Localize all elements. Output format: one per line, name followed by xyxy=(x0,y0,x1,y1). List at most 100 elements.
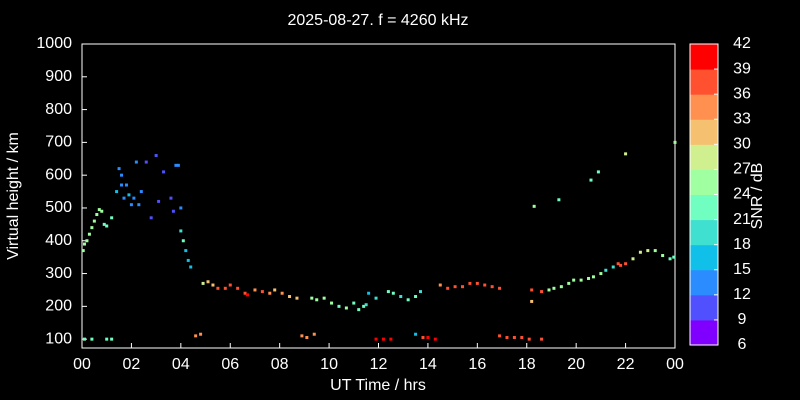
point xyxy=(344,306,348,310)
colorbar-tick-label: 15 xyxy=(733,261,751,278)
point xyxy=(171,209,175,213)
point xyxy=(174,163,178,167)
y-tick-label: 600 xyxy=(45,166,72,183)
point xyxy=(475,281,479,285)
point xyxy=(211,283,215,287)
point xyxy=(295,296,299,300)
point xyxy=(122,196,126,200)
x-tick-label: 02 xyxy=(123,356,141,373)
point xyxy=(505,336,509,340)
point xyxy=(223,286,227,290)
colorbar-block xyxy=(690,294,718,321)
point xyxy=(162,170,166,174)
point xyxy=(82,337,86,341)
colorbar-block xyxy=(690,319,718,346)
colorbar-tick-label: 36 xyxy=(733,85,751,102)
point xyxy=(468,281,472,285)
point xyxy=(364,303,368,307)
point xyxy=(273,288,277,292)
y-tick-label: 400 xyxy=(45,232,72,249)
colorbar-tick-label: 33 xyxy=(733,110,751,127)
y-tick-label: 200 xyxy=(45,298,72,315)
point xyxy=(117,167,121,171)
point xyxy=(87,232,91,236)
y-axis-label: Virtual height / km xyxy=(5,132,22,260)
point xyxy=(386,290,390,294)
colorbar-tick-label: 9 xyxy=(738,311,747,328)
point xyxy=(105,337,109,341)
point xyxy=(120,183,124,187)
point xyxy=(357,308,361,312)
point xyxy=(668,257,672,261)
point xyxy=(381,337,385,341)
point xyxy=(330,301,334,305)
point xyxy=(616,262,620,266)
point xyxy=(179,206,183,210)
point xyxy=(646,249,650,253)
colorbar-tick-label: 27 xyxy=(733,161,751,178)
point xyxy=(587,276,591,280)
point xyxy=(129,203,133,207)
point xyxy=(433,337,437,341)
point xyxy=(90,226,94,230)
colorbar-block xyxy=(690,169,718,195)
x-tick-label: 00 xyxy=(666,356,684,373)
y-tick-label: 500 xyxy=(45,199,72,216)
point xyxy=(137,203,141,207)
point xyxy=(280,291,284,295)
point xyxy=(260,290,264,294)
x-tick-label: 08 xyxy=(271,356,289,373)
point xyxy=(236,286,240,290)
point xyxy=(672,255,676,259)
point xyxy=(90,337,94,341)
point xyxy=(421,336,425,340)
point xyxy=(619,263,623,267)
point xyxy=(673,140,677,144)
point xyxy=(243,291,247,295)
point xyxy=(389,337,393,341)
y-tick-label: 700 xyxy=(45,134,72,151)
colorbar-tick-label: 30 xyxy=(733,136,751,153)
point xyxy=(337,304,341,308)
point xyxy=(426,336,430,340)
point xyxy=(552,286,556,290)
point xyxy=(186,258,190,262)
x-tick-label: 16 xyxy=(468,356,486,373)
point xyxy=(520,336,524,340)
point xyxy=(179,229,183,233)
chart-title: 2025-08-27. f = 4260 kHz xyxy=(287,12,468,29)
point xyxy=(599,272,603,276)
colorbar-tick-label: 12 xyxy=(733,286,751,303)
point xyxy=(110,337,114,341)
colorbar-block xyxy=(690,69,718,95)
point xyxy=(228,283,232,287)
point xyxy=(194,334,198,338)
point xyxy=(490,285,494,289)
point xyxy=(288,295,292,299)
colorbar-label: SNR / dB xyxy=(749,163,766,230)
point xyxy=(82,242,86,246)
point xyxy=(567,281,571,285)
point xyxy=(604,268,608,272)
point xyxy=(176,163,180,167)
y-tick-label: 100 xyxy=(45,330,72,347)
point xyxy=(624,262,628,266)
point xyxy=(453,285,457,289)
x-tick-label: 00 xyxy=(73,356,91,373)
point xyxy=(572,278,576,282)
point xyxy=(181,239,185,243)
point xyxy=(157,199,161,203)
x-tick-label: 04 xyxy=(172,356,190,373)
point xyxy=(591,275,595,279)
y-tick-label: 1000 xyxy=(36,35,72,52)
point xyxy=(438,283,442,287)
point xyxy=(374,337,378,341)
x-tick-label: 20 xyxy=(567,356,585,373)
point xyxy=(305,336,309,340)
point xyxy=(483,283,487,287)
colorbar-block xyxy=(690,269,718,296)
point xyxy=(579,278,583,282)
point xyxy=(206,280,210,284)
